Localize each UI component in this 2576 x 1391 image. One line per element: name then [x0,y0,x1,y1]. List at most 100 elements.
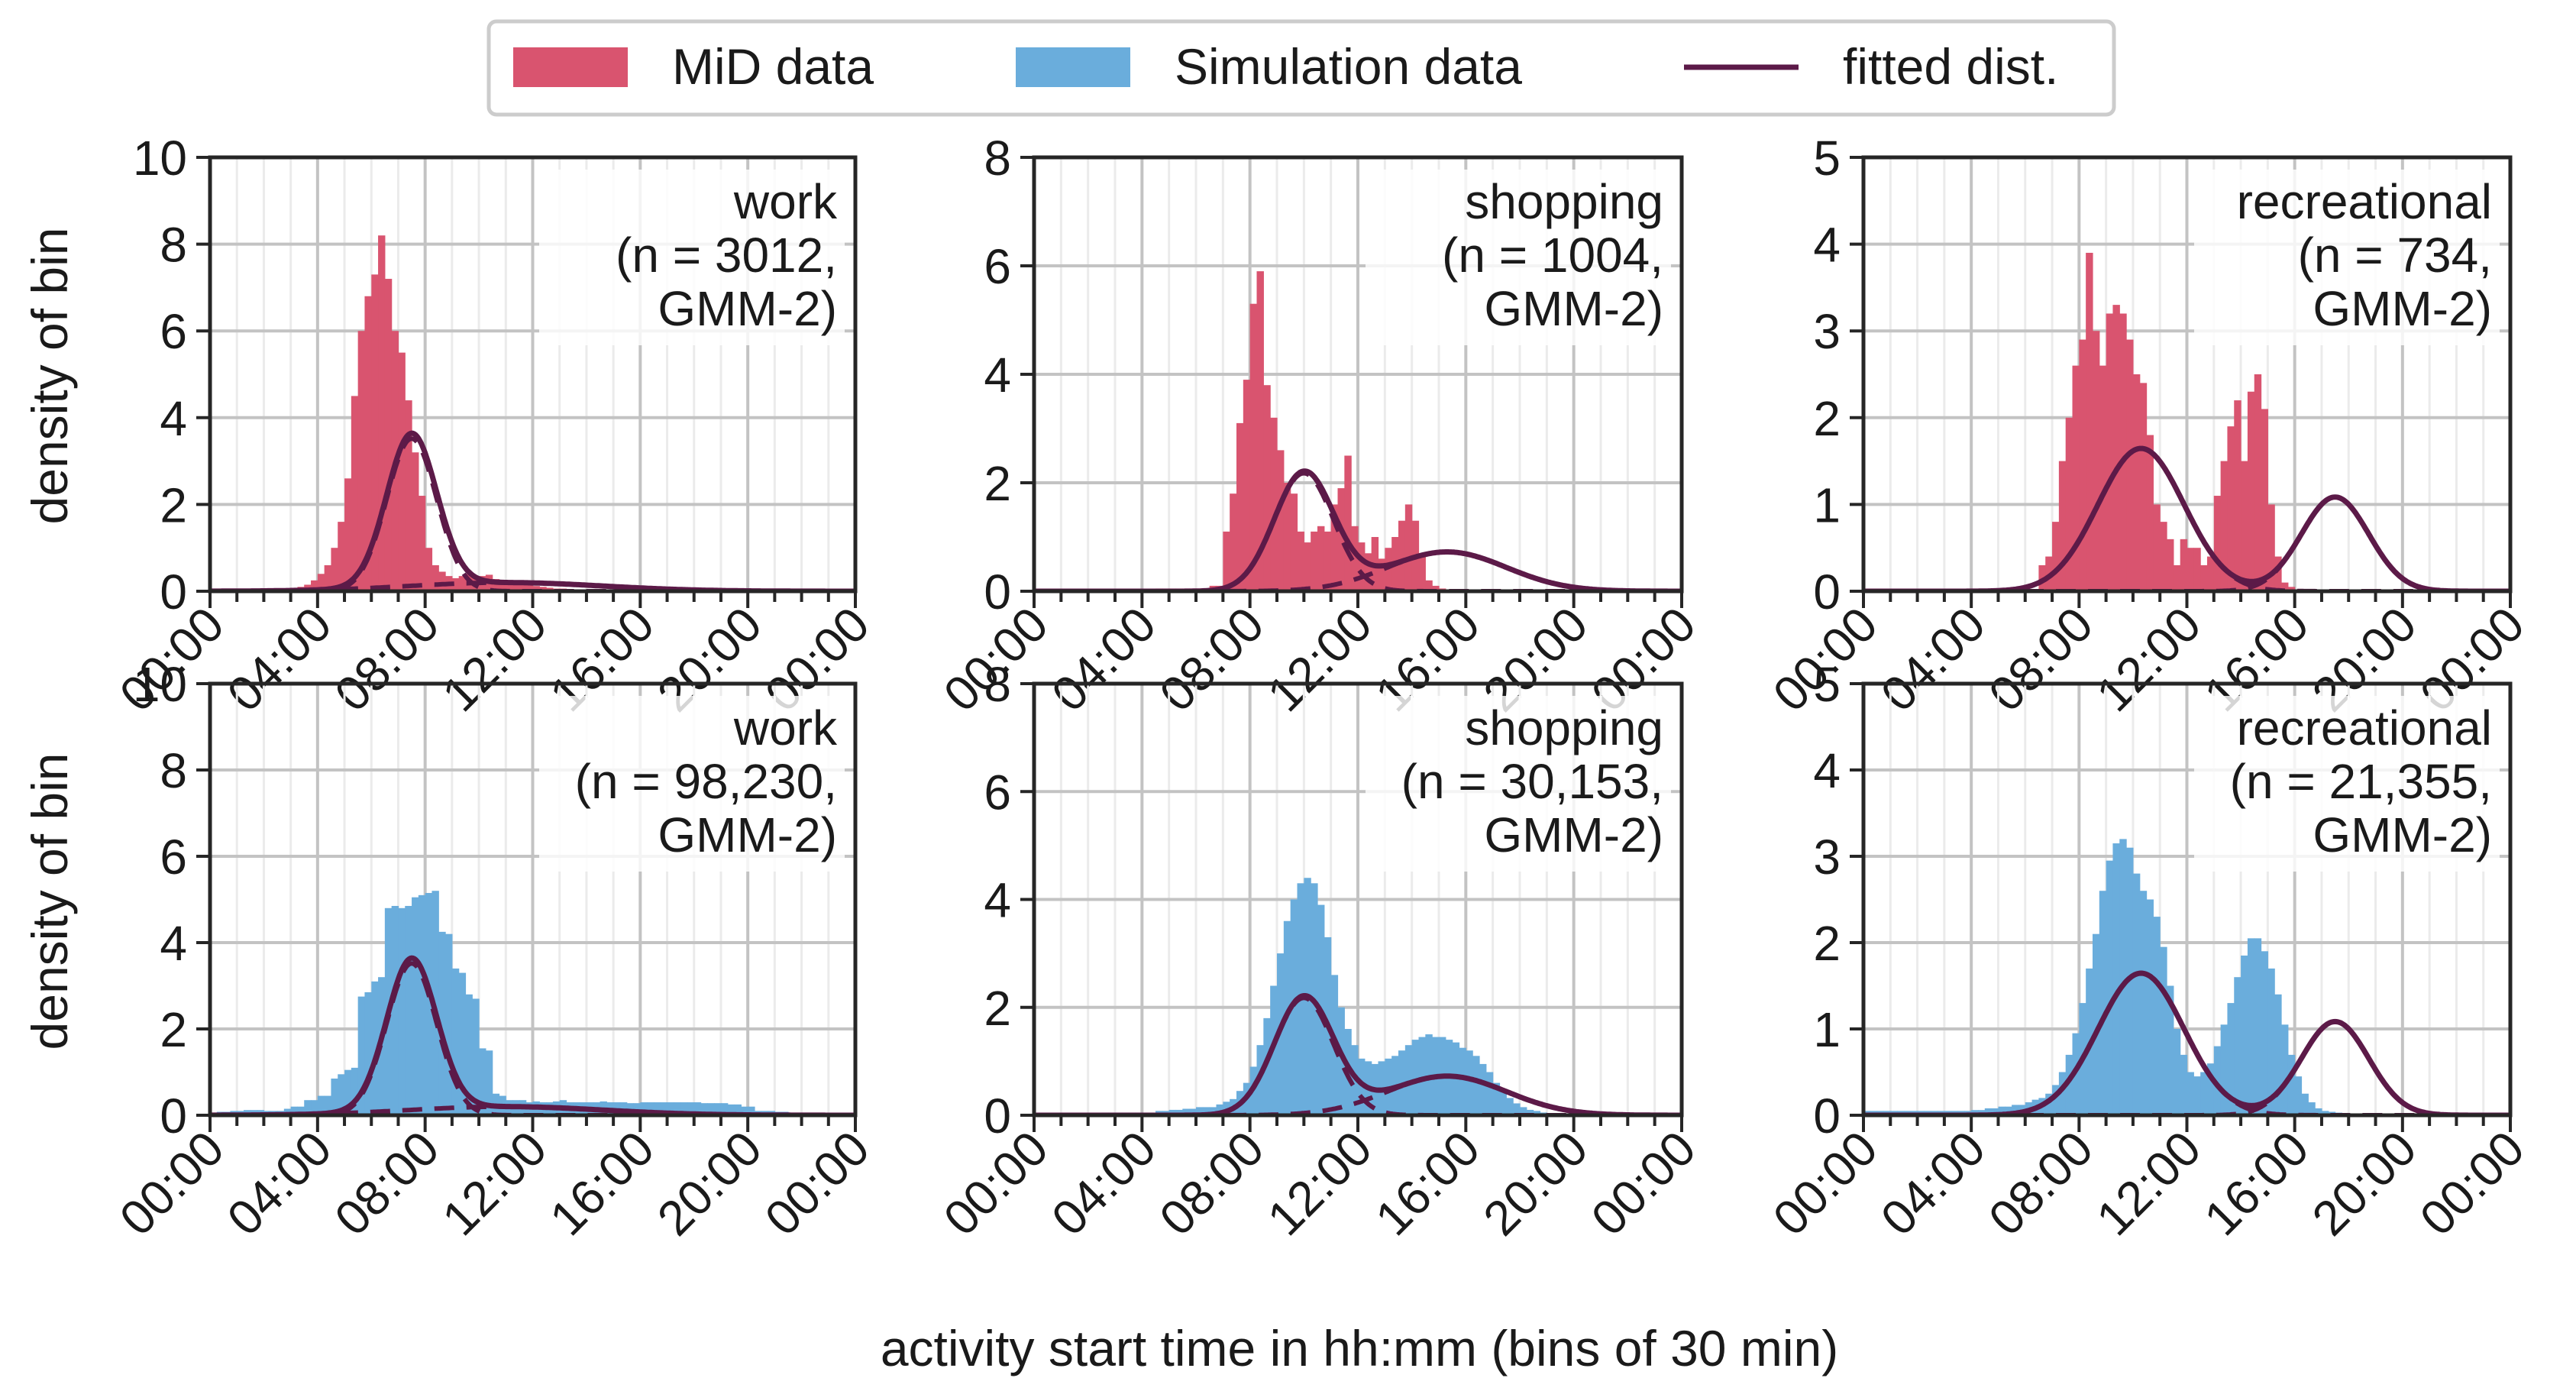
y-tick-label: 4 [1813,218,1841,273]
bar [1526,1109,1534,1115]
bar [2267,504,2275,591]
bar [2187,548,2194,591]
bar [338,1074,345,1115]
bar [2146,899,2154,1115]
bar [2173,564,2181,591]
bar [1270,417,1278,591]
bar [2058,1072,2067,1115]
bar [378,235,386,591]
y-tick-label: 4 [160,391,187,446]
bar [472,998,480,1115]
annotation-background [2194,170,2500,345]
y-tick-label: 2 [984,981,1011,1036]
bar [2072,365,2080,591]
y-tick-label: 1 [1813,477,1841,532]
bar [1263,385,1271,591]
bar [485,1050,493,1115]
bar [2092,331,2100,591]
bar [2139,891,2148,1115]
bar [1418,1037,1426,1115]
bar [680,1102,688,1115]
bar [2180,1054,2188,1115]
bar [1385,548,1392,591]
bar [2160,522,2167,591]
bar [539,587,547,591]
bar [398,352,406,591]
y-tick-label: 0 [984,1089,1011,1144]
bar [1209,1107,1217,1115]
y-tick-label: 8 [984,131,1011,186]
annotation-line-3: GMM-2) [658,281,837,336]
legend-label-mid: MiD data [672,38,874,95]
bar [1998,1106,2006,1115]
y-tick-label: 2 [984,456,1011,511]
ylabel-top: density of bin [21,228,78,525]
bar [412,452,419,591]
bar [2206,556,2215,591]
bar [2254,938,2262,1115]
panel-annotation: work(n = 98,230,GMM-2) [539,696,845,872]
y-tick-label: 6 [160,304,187,359]
bar [2234,400,2241,591]
bar [2167,539,2174,591]
bar [2200,1072,2208,1115]
bar [1182,1108,1190,1115]
bar [2086,252,2093,591]
legend: MiD data Simulation data fitted dist. [486,19,2116,117]
y-tick-label: 8 [160,743,187,798]
y-tick-label: 6 [984,765,1011,820]
bar [525,584,534,591]
panel-annotation: recreational(n = 734,GMM-2) [2194,170,2500,345]
annotation-line-2: (n = 1004, [1442,228,1663,283]
bar [351,1067,359,1115]
bar [465,994,473,1115]
bar [1317,526,1325,591]
bar [2281,582,2289,591]
bar [451,577,460,591]
fit-total [1034,993,1682,1115]
bar [2241,461,2248,591]
bar [2301,1093,2309,1115]
annotation-line-3: GMM-2) [1484,281,1663,336]
bar [1425,580,1433,591]
bar [2294,1076,2303,1115]
bar [1351,526,1359,591]
bar [2261,409,2268,591]
bar [1256,271,1264,591]
bar [445,933,453,1115]
annotation-line-1: work [733,174,838,229]
bar [331,548,338,591]
bar [2213,496,2222,591]
bar [2247,938,2255,1115]
bar [2206,1063,2215,1115]
bar [458,576,467,591]
bar [1196,1107,1204,1115]
bar [412,897,419,1115]
y-tick-label: 2 [160,1002,187,1057]
bar [1506,1098,1514,1115]
y-tick-label: 5 [1813,131,1841,186]
bar [693,1102,702,1115]
bar [1297,531,1304,591]
bar [2092,933,2100,1115]
bar [2139,383,2148,591]
bar [384,279,393,591]
bar [1472,1056,1480,1115]
panel-annotation: shopping(n = 1004,GMM-2) [1366,170,1671,345]
annotation-line-3: GMM-2) [2313,807,2492,862]
bar [2065,1054,2073,1115]
bar [1202,1107,1210,1115]
annotation-background [1366,696,1671,872]
y-tick-label: 8 [160,218,187,273]
bar [700,1103,708,1115]
y-tick-label: 4 [160,916,187,971]
bar [479,1048,486,1115]
legend-swatch-sim [1016,47,1130,87]
bar [2112,843,2120,1115]
bar [2193,548,2201,591]
annotation-line-2: (n = 3012, [616,228,837,283]
ylabel-bottom: density of bin [21,753,78,1050]
bar [2099,365,2107,591]
bar [405,400,412,591]
